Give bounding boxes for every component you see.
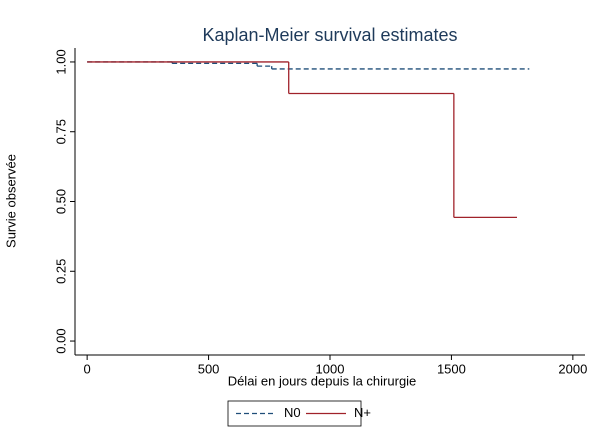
y-tick-label: 0.00 — [53, 328, 68, 353]
chart-title: Kaplan-Meier survival estimates — [202, 25, 457, 45]
legend-label: N+ — [354, 405, 371, 420]
x-tick-label: 2000 — [558, 361, 587, 376]
x-tick-label: 1000 — [316, 361, 345, 376]
x-axis-title: Délai en jours depuis la chirurgie — [228, 373, 417, 388]
y-axis-title: Survie observée — [3, 154, 18, 248]
legend-label: N0 — [284, 405, 301, 420]
x-tick-label: 500 — [198, 361, 220, 376]
x-tick-label: 1500 — [437, 361, 466, 376]
y-tick-label: 1.00 — [53, 49, 68, 74]
x-tick-label: 0 — [84, 361, 91, 376]
y-tick-label: 0.25 — [53, 259, 68, 284]
y-tick-label: 0.50 — [53, 189, 68, 214]
y-tick-label: 0.75 — [53, 119, 68, 144]
